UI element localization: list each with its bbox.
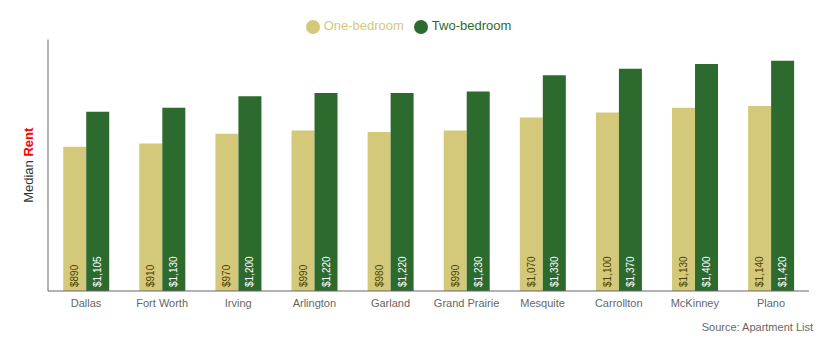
svg-text:$980: $980 [374,264,385,287]
svg-text:$990: $990 [298,264,309,287]
svg-text:$990: $990 [450,264,461,287]
svg-text:$1,105: $1,105 [92,256,103,287]
svg-text:$890: $890 [69,264,80,287]
svg-text:Fort Worth: Fort Worth [136,297,188,309]
svg-text:$1,220: $1,220 [397,256,408,287]
html-text:Source: Apartment List: Source: Apartment List [701,321,813,333]
svg-text:$1,230: $1,230 [473,256,484,287]
svg-text:Plano: Plano [757,297,785,309]
svg-text:Garland: Garland [371,297,410,309]
svg-text:$1,130: $1,130 [168,256,179,287]
svg-text:$1,130: $1,130 [678,256,689,287]
svg-text:$1,070: $1,070 [526,256,537,287]
svg-text:Grand Prairie: Grand Prairie [434,297,499,309]
svg-text:$1,370: $1,370 [625,256,636,287]
svg-text:Median Rent: Median Rent [21,127,36,203]
svg-text:Arlington: Arlington [293,297,336,309]
svg-text:McKinney: McKinney [671,297,720,309]
svg-text:Irving: Irving [225,297,252,309]
svg-text:$1,140: $1,140 [754,256,765,287]
svg-text:$1,420: $1,420 [777,256,788,287]
svg-text:$1,200: $1,200 [244,256,255,287]
svg-text:Carrollton: Carrollton [595,297,643,309]
svg-text:Mesquite: Mesquite [520,297,565,309]
svg-text:$1,400: $1,400 [701,256,712,287]
svg-text:$910: $910 [145,264,156,287]
svg-text:$1,220: $1,220 [321,256,332,287]
html-text:One-bedroom: One-bedroom [323,18,404,33]
html-text:Two-bedroom: Two-bedroom [431,18,512,33]
svg-text:$1,100: $1,100 [602,256,613,287]
svg-text:Dallas: Dallas [71,297,102,309]
svg-text:$970: $970 [221,264,232,287]
svg-text:$1,330: $1,330 [549,256,560,287]
